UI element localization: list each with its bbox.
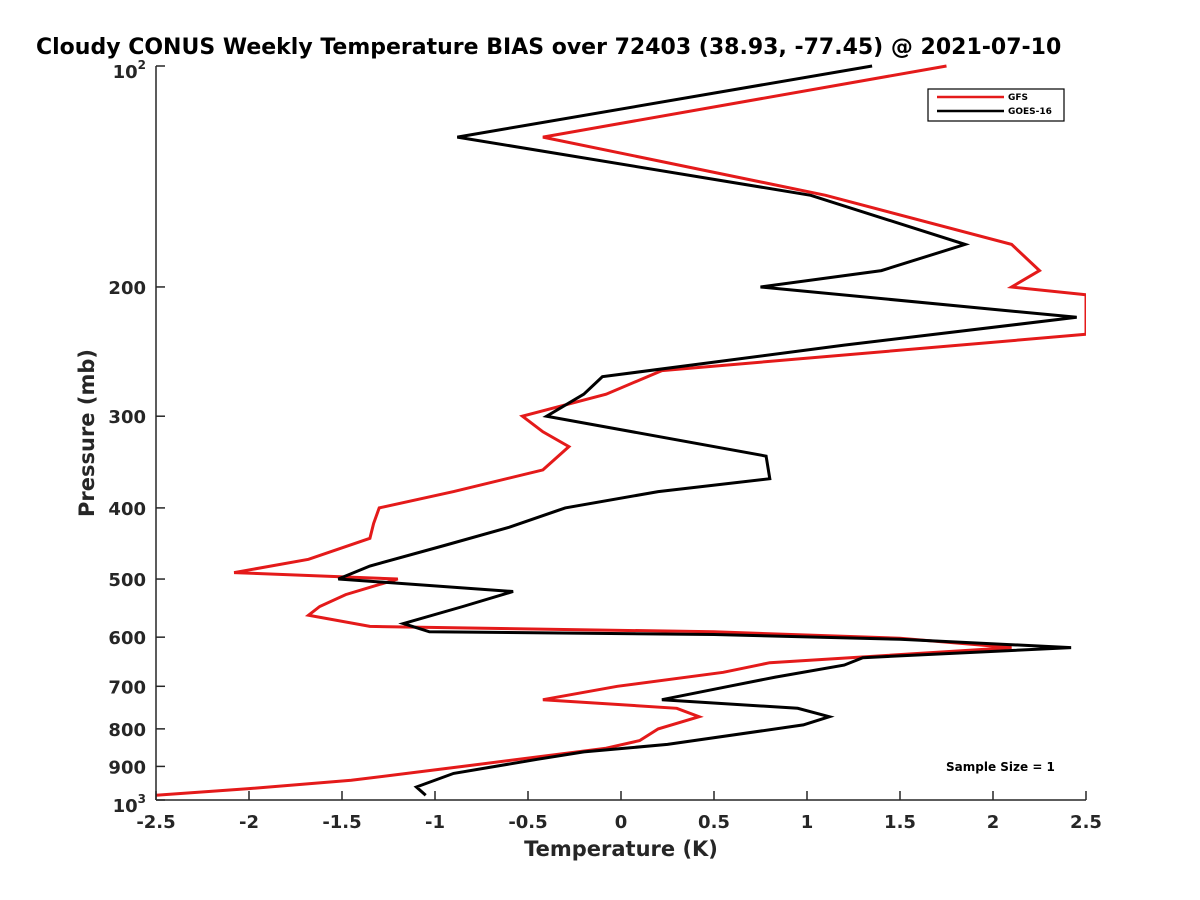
- x-axis-label: Temperature (K): [524, 837, 718, 861]
- y-tick-label: 900: [108, 757, 146, 778]
- legend-label-goes-16: GOES-16: [1008, 107, 1052, 117]
- series-line-gfs: [156, 64, 1086, 797]
- x-tick-label: 2.5: [1070, 812, 1102, 833]
- y-tick-label: 500: [108, 570, 146, 591]
- y-tick-label: 400: [108, 499, 146, 520]
- x-ticks: -2.5 -2 -1.5 -1 -0.5 0 0.5 1 1.5 2 2.5: [136, 791, 1102, 833]
- y-axis-label: Pressure (mb): [75, 349, 99, 517]
- y-tick-label: 700: [108, 677, 146, 698]
- x-tick-label: -1: [425, 812, 445, 833]
- x-tick-label: -0.5: [508, 812, 547, 833]
- x-tick-label: -2.5: [136, 812, 175, 833]
- series-line-goes-16: [337, 64, 1077, 797]
- y-tick-label: 103: [113, 792, 146, 817]
- y-tick-label: 200: [108, 278, 146, 299]
- x-tick-label: -1.5: [322, 812, 361, 833]
- x-tick-label: 1.5: [884, 812, 916, 833]
- legend: GFS GOES-16: [927, 88, 1065, 122]
- sample-size-annotation: Sample Size = 1: [946, 760, 1055, 774]
- y-tick-label: 300: [108, 407, 146, 428]
- x-tick-label: 2: [987, 812, 1000, 833]
- x-tick-label: 0.5: [698, 812, 730, 833]
- series-layer: [156, 64, 1086, 797]
- y-tick-label: 102: [113, 58, 146, 83]
- chart-title: Cloudy CONUS Weekly Temperature BIAS ove…: [36, 35, 1061, 60]
- y-tick-label: 800: [108, 720, 146, 741]
- x-tick-label: 0: [615, 812, 628, 833]
- x-tick-label: 1: [801, 812, 814, 833]
- y-ticks: 102 200 300 400 500 600 700 800 900 103: [108, 58, 165, 817]
- legend-box: [927, 88, 1065, 122]
- x-tick-label: -2: [239, 812, 259, 833]
- y-tick-label: 600: [108, 628, 146, 649]
- legend-label-gfs: GFS: [1008, 93, 1028, 103]
